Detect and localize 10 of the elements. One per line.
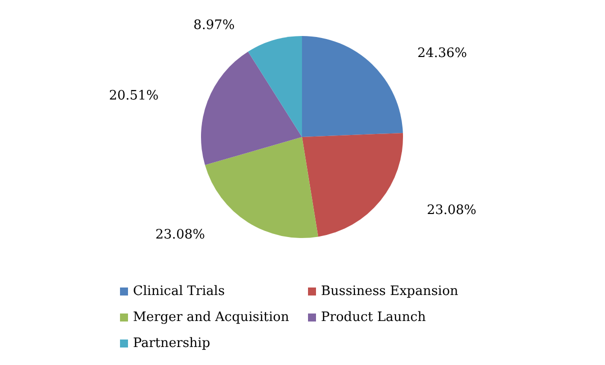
- legend-label: Merger and Acquisition: [133, 310, 290, 325]
- data-label: 20.51%: [108, 88, 159, 104]
- data-label: 24.36%: [417, 46, 467, 61]
- legend-label: Clinical Trials: [133, 284, 225, 299]
- data-label: 23.08%: [426, 202, 476, 218]
- data-label: 23.08%: [155, 228, 205, 243]
- data-label: 8.97%: [193, 18, 235, 34]
- legend-label: Partnership: [133, 336, 210, 351]
- legend-label: Product Launch: [321, 310, 427, 325]
- legend-label: Bussiness Expansion: [321, 284, 459, 299]
